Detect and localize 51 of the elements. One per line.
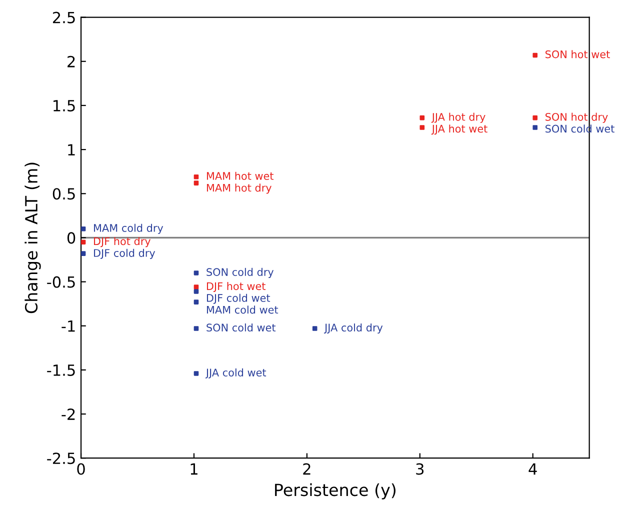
annotation: MAM cold wet — [206, 306, 278, 314]
point — [194, 371, 199, 376]
point — [194, 270, 199, 276]
point — [532, 52, 538, 58]
y-axis-title: Change in ALT (m) — [24, 162, 41, 314]
y-tick-label: -1.5 — [47, 364, 75, 376]
y-tick-label: -2.5 — [47, 452, 75, 464]
point — [81, 251, 86, 256]
annotation: MAM hot dry — [206, 184, 272, 194]
y-tick-label: 1.5 — [54, 100, 75, 112]
annotation: JJA cold wet — [205, 368, 266, 378]
x-tick-label: 2 — [303, 463, 310, 475]
annotation: MAM cold dry — [94, 224, 164, 234]
point — [81, 226, 86, 232]
point — [194, 326, 199, 331]
annotation: JJA hot wet — [431, 124, 488, 135]
annotation: DJF cold dry — [94, 248, 156, 259]
point — [194, 180, 199, 186]
y-tick-label: -1 — [62, 320, 75, 332]
y-tick-label: 2.5 — [52, 12, 75, 24]
point — [420, 115, 425, 120]
x-tick-label: 4 — [528, 463, 537, 475]
annotation: SON cold wet — [206, 323, 276, 332]
annotation: JJA cold dry — [324, 323, 383, 334]
point — [194, 174, 199, 180]
annotation: SON hot dry — [546, 112, 608, 123]
point — [81, 240, 86, 245]
annotation: SON cold dry — [206, 268, 274, 278]
annotation: DJF hot wet — [206, 282, 266, 292]
y-tick-label: 0.5 — [52, 188, 75, 200]
y-tick-label: -0.5 — [47, 276, 75, 288]
y-tick-label: 1 — [68, 144, 75, 156]
y-tick-label: 2 — [68, 56, 75, 68]
x-tick-label: 1 — [190, 463, 198, 475]
y-tick-label: -2 — [62, 408, 75, 420]
point — [194, 289, 199, 294]
x-axis-title: Persistence (y) — [275, 483, 396, 500]
point — [312, 326, 318, 331]
annotation: DJF cold wet — [206, 294, 270, 304]
point — [532, 125, 538, 130]
annotation: MAM hot wet — [206, 172, 274, 180]
x-tick-label: 0 — [77, 463, 85, 475]
annotation: DJF hot dry — [94, 237, 151, 248]
point — [532, 115, 538, 120]
y-tick-label: 0 — [67, 232, 76, 244]
point — [194, 300, 199, 304]
annotation: SON hot wet — [546, 50, 610, 58]
point — [420, 125, 425, 130]
point — [194, 284, 199, 290]
annotation: JJA hot dry — [431, 112, 486, 123]
x-tick-label: 3 — [416, 463, 424, 475]
